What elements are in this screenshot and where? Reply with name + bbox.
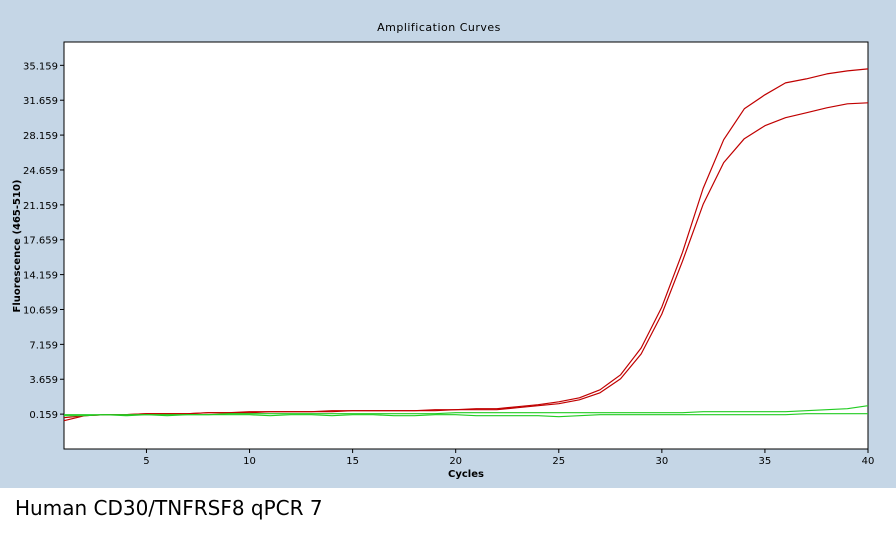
chart-panel: Amplification Curves 5 10 15 20 25 30 35 40 0.1…: [0, 0, 896, 488]
x-tick-label: 20: [449, 456, 462, 467]
plot-area: [63, 41, 869, 450]
y-tick-label: 0.159: [29, 410, 58, 421]
x-tick-label: 15: [346, 456, 359, 467]
x-tick-label: 30: [655, 456, 668, 467]
y-tick-label: 31.659: [23, 96, 58, 107]
series-line-2: [63, 102, 869, 419]
y-tick-label: 35.159: [23, 61, 58, 72]
x-tick-label: 10: [243, 456, 256, 467]
x-axis: 5 10 15 20 25 30 35 40: [143, 449, 874, 467]
x-tick-label: 5: [143, 456, 149, 467]
y-axis-label: Fluorescence (465-510): [12, 180, 23, 313]
series-lines: [63, 68, 869, 422]
chart-title: Amplification Curves: [377, 21, 501, 34]
y-tick-label: 7.159: [29, 340, 58, 351]
y-tick-label: 10.659: [23, 305, 58, 316]
x-tick-label: 40: [862, 456, 875, 467]
x-tick-label: 35: [759, 456, 772, 467]
y-tick-label: 24.659: [23, 166, 58, 177]
amplification-chart: Amplification Curves 5 10 15 20 25 30 35 40 0.1…: [12, 21, 874, 480]
y-tick-label: 3.659: [29, 375, 58, 386]
y-tick-label: 21.159: [23, 201, 58, 212]
x-tick-label: 25: [552, 456, 565, 467]
y-tick-label: 28.159: [23, 131, 58, 142]
y-tick-label: 14.159: [23, 271, 58, 282]
y-axis: 0.159 3.659 7.159 10.659 14.159 17.659 21.159 2…: [23, 61, 64, 421]
y-tick-label: 17.659: [23, 236, 58, 247]
x-axis-label: Cycles: [448, 469, 484, 480]
series-line-4: [64, 405, 869, 416]
caption: Human CD30/TNFRSF8 qPCR 7: [15, 496, 323, 520]
